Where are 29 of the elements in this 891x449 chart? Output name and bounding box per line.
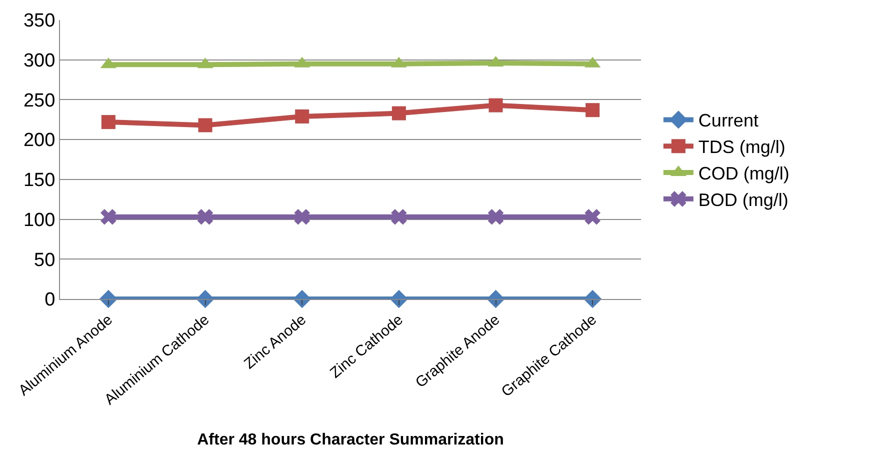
point [197,208,214,225]
legend-label: Current [698,110,758,131]
point [292,290,312,308]
point [584,208,600,225]
y-tick-label: 0 [44,290,56,311]
y-tick-label: 50 [34,250,56,271]
point [99,290,118,308]
point [583,290,602,308]
y-tick-label: 350 [23,10,56,32]
point [488,98,503,112]
point [390,290,408,308]
legend-label: BOD (mg/l) [698,190,788,210]
legend-label: COD (mg/l) [698,164,790,184]
y-tick-label: 150 [23,170,56,192]
point [392,106,406,120]
point [294,208,310,225]
y-tick-label: 250 [23,90,56,112]
point [198,118,212,132]
y-tick-label: 100 [23,210,56,231]
legend-label: TDS (mg/l) [698,137,786,158]
y-tick-label: 200 [23,130,56,152]
point [100,208,116,225]
y-tick-label: 300 [23,50,56,72]
text: After 48 hours Character Summarization [197,432,504,449]
point [391,208,407,225]
point [101,115,116,130]
point [295,109,310,124]
point [488,208,504,225]
point [586,103,600,118]
